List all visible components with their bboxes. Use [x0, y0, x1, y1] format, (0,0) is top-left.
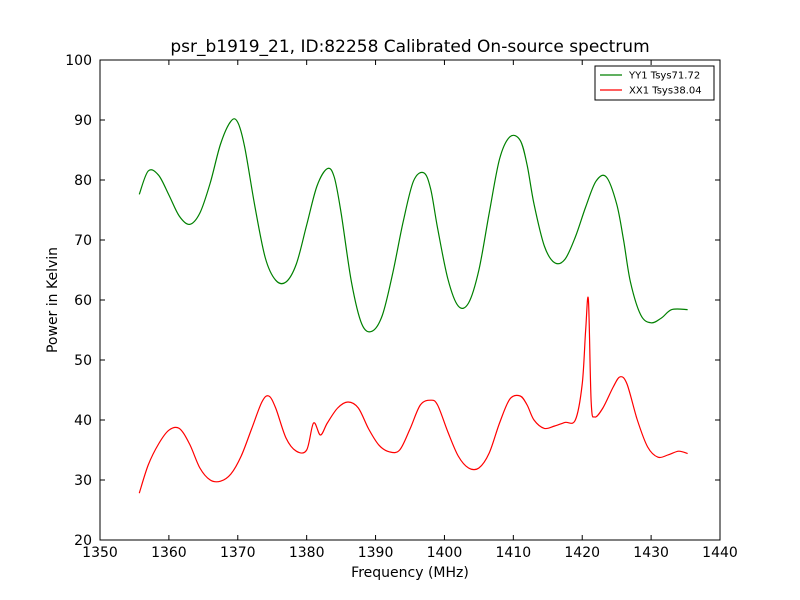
y-tick-label: 90: [74, 113, 92, 129]
legend-label-2: XX1 Tsys38.04: [629, 86, 702, 97]
series-line-2: [138, 296, 688, 494]
x-tick-label: 1350: [82, 545, 118, 561]
y-tick-label: 80: [74, 173, 92, 189]
x-tick-label: 1360: [151, 545, 187, 561]
x-tick-label: 1380: [289, 545, 325, 561]
legend-box: [594, 65, 715, 101]
legend: YY1 Tsys71.72 XX1 Tsys38.04: [594, 65, 715, 101]
y-axis-label: Power in Kelvin: [45, 247, 61, 353]
y-tick-label: 60: [74, 293, 92, 309]
x-tick-label: 1420: [564, 545, 600, 561]
chart-title: psr_b1919_21, ID:82258 Calibrated On-sou…: [170, 37, 649, 57]
x-tick-label: 1370: [220, 545, 256, 561]
x-tick-label: 1400: [427, 545, 463, 561]
x-tick-label: 1440: [702, 545, 738, 561]
x-axis-label: Frequency (MHz): [351, 565, 469, 581]
x-tick-label: 1390: [358, 545, 394, 561]
y-tick-label: 40: [74, 413, 92, 429]
y-tick-label: 70: [74, 233, 92, 249]
series-layer: [138, 118, 688, 494]
plot-area: [100, 60, 720, 540]
x-tick-label: 1410: [496, 545, 532, 561]
series-line-1: [138, 118, 688, 333]
y-tick-label: 30: [74, 473, 92, 489]
y-tick-label: 20: [74, 533, 92, 549]
tick-layer: 1350 1360 1370 1380 1390 1400 1410 1420 1430 1440…: [65, 53, 738, 561]
plot-frame: [99, 59, 721, 541]
x-tick-label: 1430: [633, 545, 669, 561]
legend-label-1: YY1 Tsys71.72: [628, 71, 700, 82]
y-tick-label: 50: [74, 353, 92, 369]
y-tick-label: 100: [65, 53, 92, 69]
